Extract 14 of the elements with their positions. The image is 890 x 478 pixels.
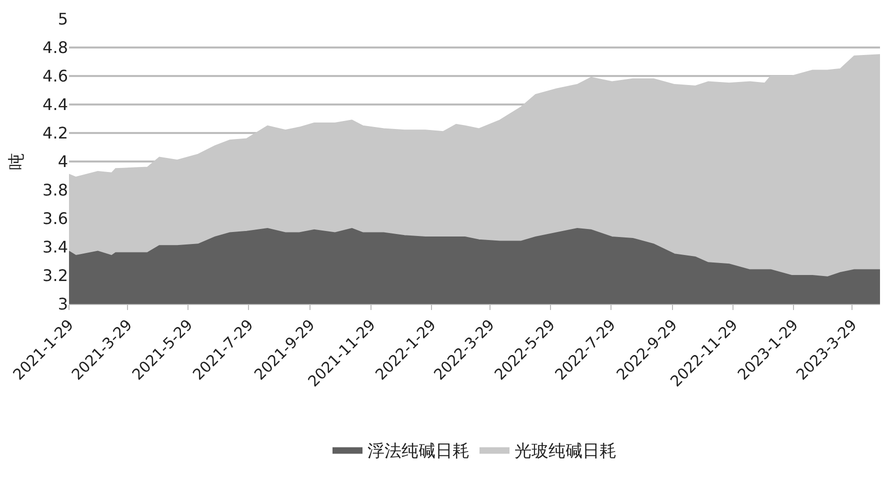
y-tick-label: 5 [58, 10, 68, 29]
y-tick-label: 3.8 [42, 180, 68, 200]
y-tick-label: 3.6 [42, 209, 68, 228]
y-tick-label: 3 [58, 294, 68, 314]
y-axis-title: 吨 [7, 153, 28, 170]
y-tick-label: 4.2 [42, 124, 68, 143]
y-tick-label: 3.4 [42, 238, 68, 257]
y-tick-label: 4 [58, 152, 68, 172]
legend-label: 光玻纯碱日耗 [514, 441, 616, 462]
y-tick-label: 3.2 [42, 266, 68, 286]
y-tick-label: 4.6 [42, 66, 68, 86]
y-tick-label: 4.8 [42, 38, 68, 58]
y-tick-label: 4.4 [42, 95, 68, 114]
legend-label: 浮法纯碱日耗 [368, 441, 470, 462]
